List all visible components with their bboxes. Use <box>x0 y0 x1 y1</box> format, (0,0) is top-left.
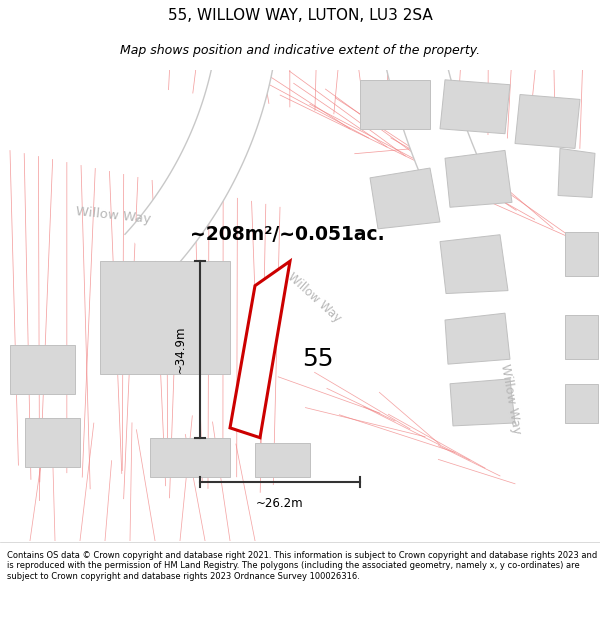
Text: ~26.2m: ~26.2m <box>256 497 304 510</box>
Polygon shape <box>565 232 598 276</box>
Polygon shape <box>565 384 598 423</box>
Polygon shape <box>150 438 230 477</box>
Polygon shape <box>440 80 510 134</box>
Text: 55, WILLOW WAY, LUTON, LU3 2SA: 55, WILLOW WAY, LUTON, LU3 2SA <box>167 8 433 23</box>
Polygon shape <box>100 261 230 374</box>
Text: Willow Way: Willow Way <box>285 270 344 325</box>
Polygon shape <box>370 168 440 229</box>
Polygon shape <box>445 313 510 364</box>
Polygon shape <box>230 261 290 438</box>
Text: ~34.9m: ~34.9m <box>173 326 187 373</box>
Polygon shape <box>25 418 80 467</box>
Polygon shape <box>10 344 75 394</box>
Text: Willow Way: Willow Way <box>75 205 152 226</box>
Text: 55: 55 <box>302 348 334 371</box>
Polygon shape <box>565 315 598 359</box>
Text: Contains OS data © Crown copyright and database right 2021. This information is : Contains OS data © Crown copyright and d… <box>7 551 598 581</box>
Polygon shape <box>125 0 280 274</box>
Polygon shape <box>370 0 513 205</box>
Polygon shape <box>440 235 508 294</box>
Polygon shape <box>515 94 580 148</box>
Polygon shape <box>450 379 515 426</box>
Polygon shape <box>445 151 512 208</box>
Text: ~208m²/~0.051ac.: ~208m²/~0.051ac. <box>190 225 385 244</box>
Polygon shape <box>360 80 430 129</box>
Text: Willow Way: Willow Way <box>498 362 523 434</box>
Polygon shape <box>255 442 310 477</box>
Text: Map shows position and indicative extent of the property.: Map shows position and indicative extent… <box>120 44 480 57</box>
Polygon shape <box>558 148 595 198</box>
